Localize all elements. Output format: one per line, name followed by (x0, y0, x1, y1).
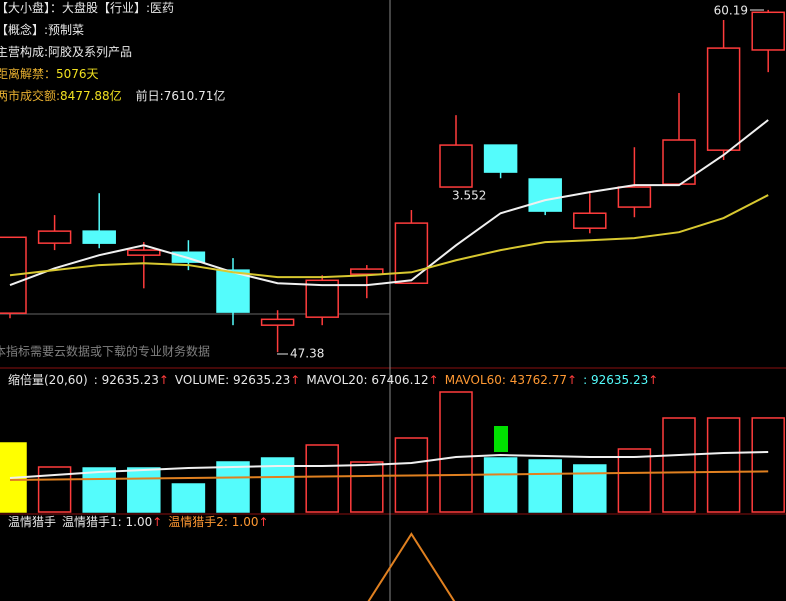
ma-line (9, 119, 769, 287)
legend: 温情猎手 温情猎手1: 1.00↑ 温情猎手2: 1.00↑ (8, 515, 269, 529)
candle-body (260, 318, 295, 326)
volume-bar (82, 467, 116, 513)
legend-text: ↑ (290, 373, 300, 387)
info-text: 距离解禁： (0, 66, 56, 81)
volume-bar (528, 459, 562, 513)
volume-bar (573, 464, 607, 513)
legend-text: ↑ (259, 515, 269, 529)
info-line: 两市成交额:8477.88亿 前日:7610.71亿 (0, 88, 225, 103)
candle-body (573, 212, 607, 229)
legend-text: ↑ (159, 373, 169, 387)
info-text: 5076天 (56, 67, 99, 81)
candle-body (528, 178, 562, 212)
info-text: 【概念】:预制菜 (0, 22, 84, 37)
legend-text: MAVOL20: 67406.12 (306, 373, 428, 387)
candle-body (82, 230, 116, 244)
low-label: 47.38 (290, 347, 324, 361)
ma-line (9, 470, 769, 482)
ma-line (9, 451, 769, 479)
info-text: 主营构成:阿胶及系列产品 (0, 44, 132, 59)
info-text: 8477.88亿 (60, 88, 122, 103)
info-text: 前日:7610.71亿 (136, 88, 226, 103)
legend-text: MAVOL60: 43762.77 (445, 373, 567, 387)
volume-bar (751, 417, 785, 513)
candle-body (216, 269, 250, 313)
volume-bar (617, 448, 652, 513)
legend-text: 缩倍量(20,60) (8, 372, 88, 387)
candle-body (350, 268, 384, 275)
volume-bar (439, 391, 473, 513)
legend-text: ↑ (648, 373, 658, 387)
volume-bar (662, 417, 696, 513)
candle-body (751, 11, 785, 51)
legend-text: 温情猎手 (8, 515, 56, 529)
volume-bar (216, 461, 250, 513)
candle-body (483, 144, 518, 173)
info-line: 主营构成:阿胶及系列产品 (0, 44, 132, 59)
legend-text: 温情猎手1: 1.00 (62, 515, 152, 529)
candle-body (305, 279, 339, 318)
annotation: 3.552 (452, 189, 486, 203)
legend-text: ↑ (567, 373, 577, 387)
legend-text: : 92635.23 (583, 373, 648, 387)
info-text: 【大小盘】：大盘股【行业】:医药 (0, 0, 174, 15)
high-label: 60.19 (714, 4, 748, 18)
candle-body (439, 144, 473, 188)
legend: 缩倍量(20,60): 92635.23↑ VOLUME: 92635.23↑ MA… (8, 372, 658, 387)
candle-body (37, 230, 72, 244)
volume-bar (706, 417, 741, 513)
volume-bar (171, 483, 206, 513)
signal-mark (494, 426, 508, 452)
legend-text: 温情猎手2: 1.00 (168, 515, 258, 529)
ma-line (9, 194, 769, 279)
indicator-line (367, 532, 456, 601)
info-text: 两市成交额: (0, 88, 60, 103)
note: 本指标需要云数据或下载的专业财务数据 (0, 344, 210, 359)
volume-bar (350, 461, 384, 513)
info-line: 【大小盘】：大盘股【行业】:医药 (0, 0, 174, 15)
candle-body (127, 249, 161, 256)
legend-text: ↑ (152, 515, 162, 529)
volume-bar (483, 457, 518, 513)
info-line: 距离解禁：5076天 (0, 66, 99, 81)
legend-text: VOLUME: 92635.23 (175, 373, 290, 387)
candle-body (706, 47, 741, 151)
info-line: 【概念】:预制菜 (0, 22, 84, 37)
candle-body (617, 186, 652, 208)
candle-body (394, 222, 429, 284)
volume-bar (305, 444, 339, 513)
legend-text: : 92635.23 (94, 373, 159, 387)
legend-text: ↑ (429, 373, 439, 387)
volume-bar (127, 467, 161, 513)
